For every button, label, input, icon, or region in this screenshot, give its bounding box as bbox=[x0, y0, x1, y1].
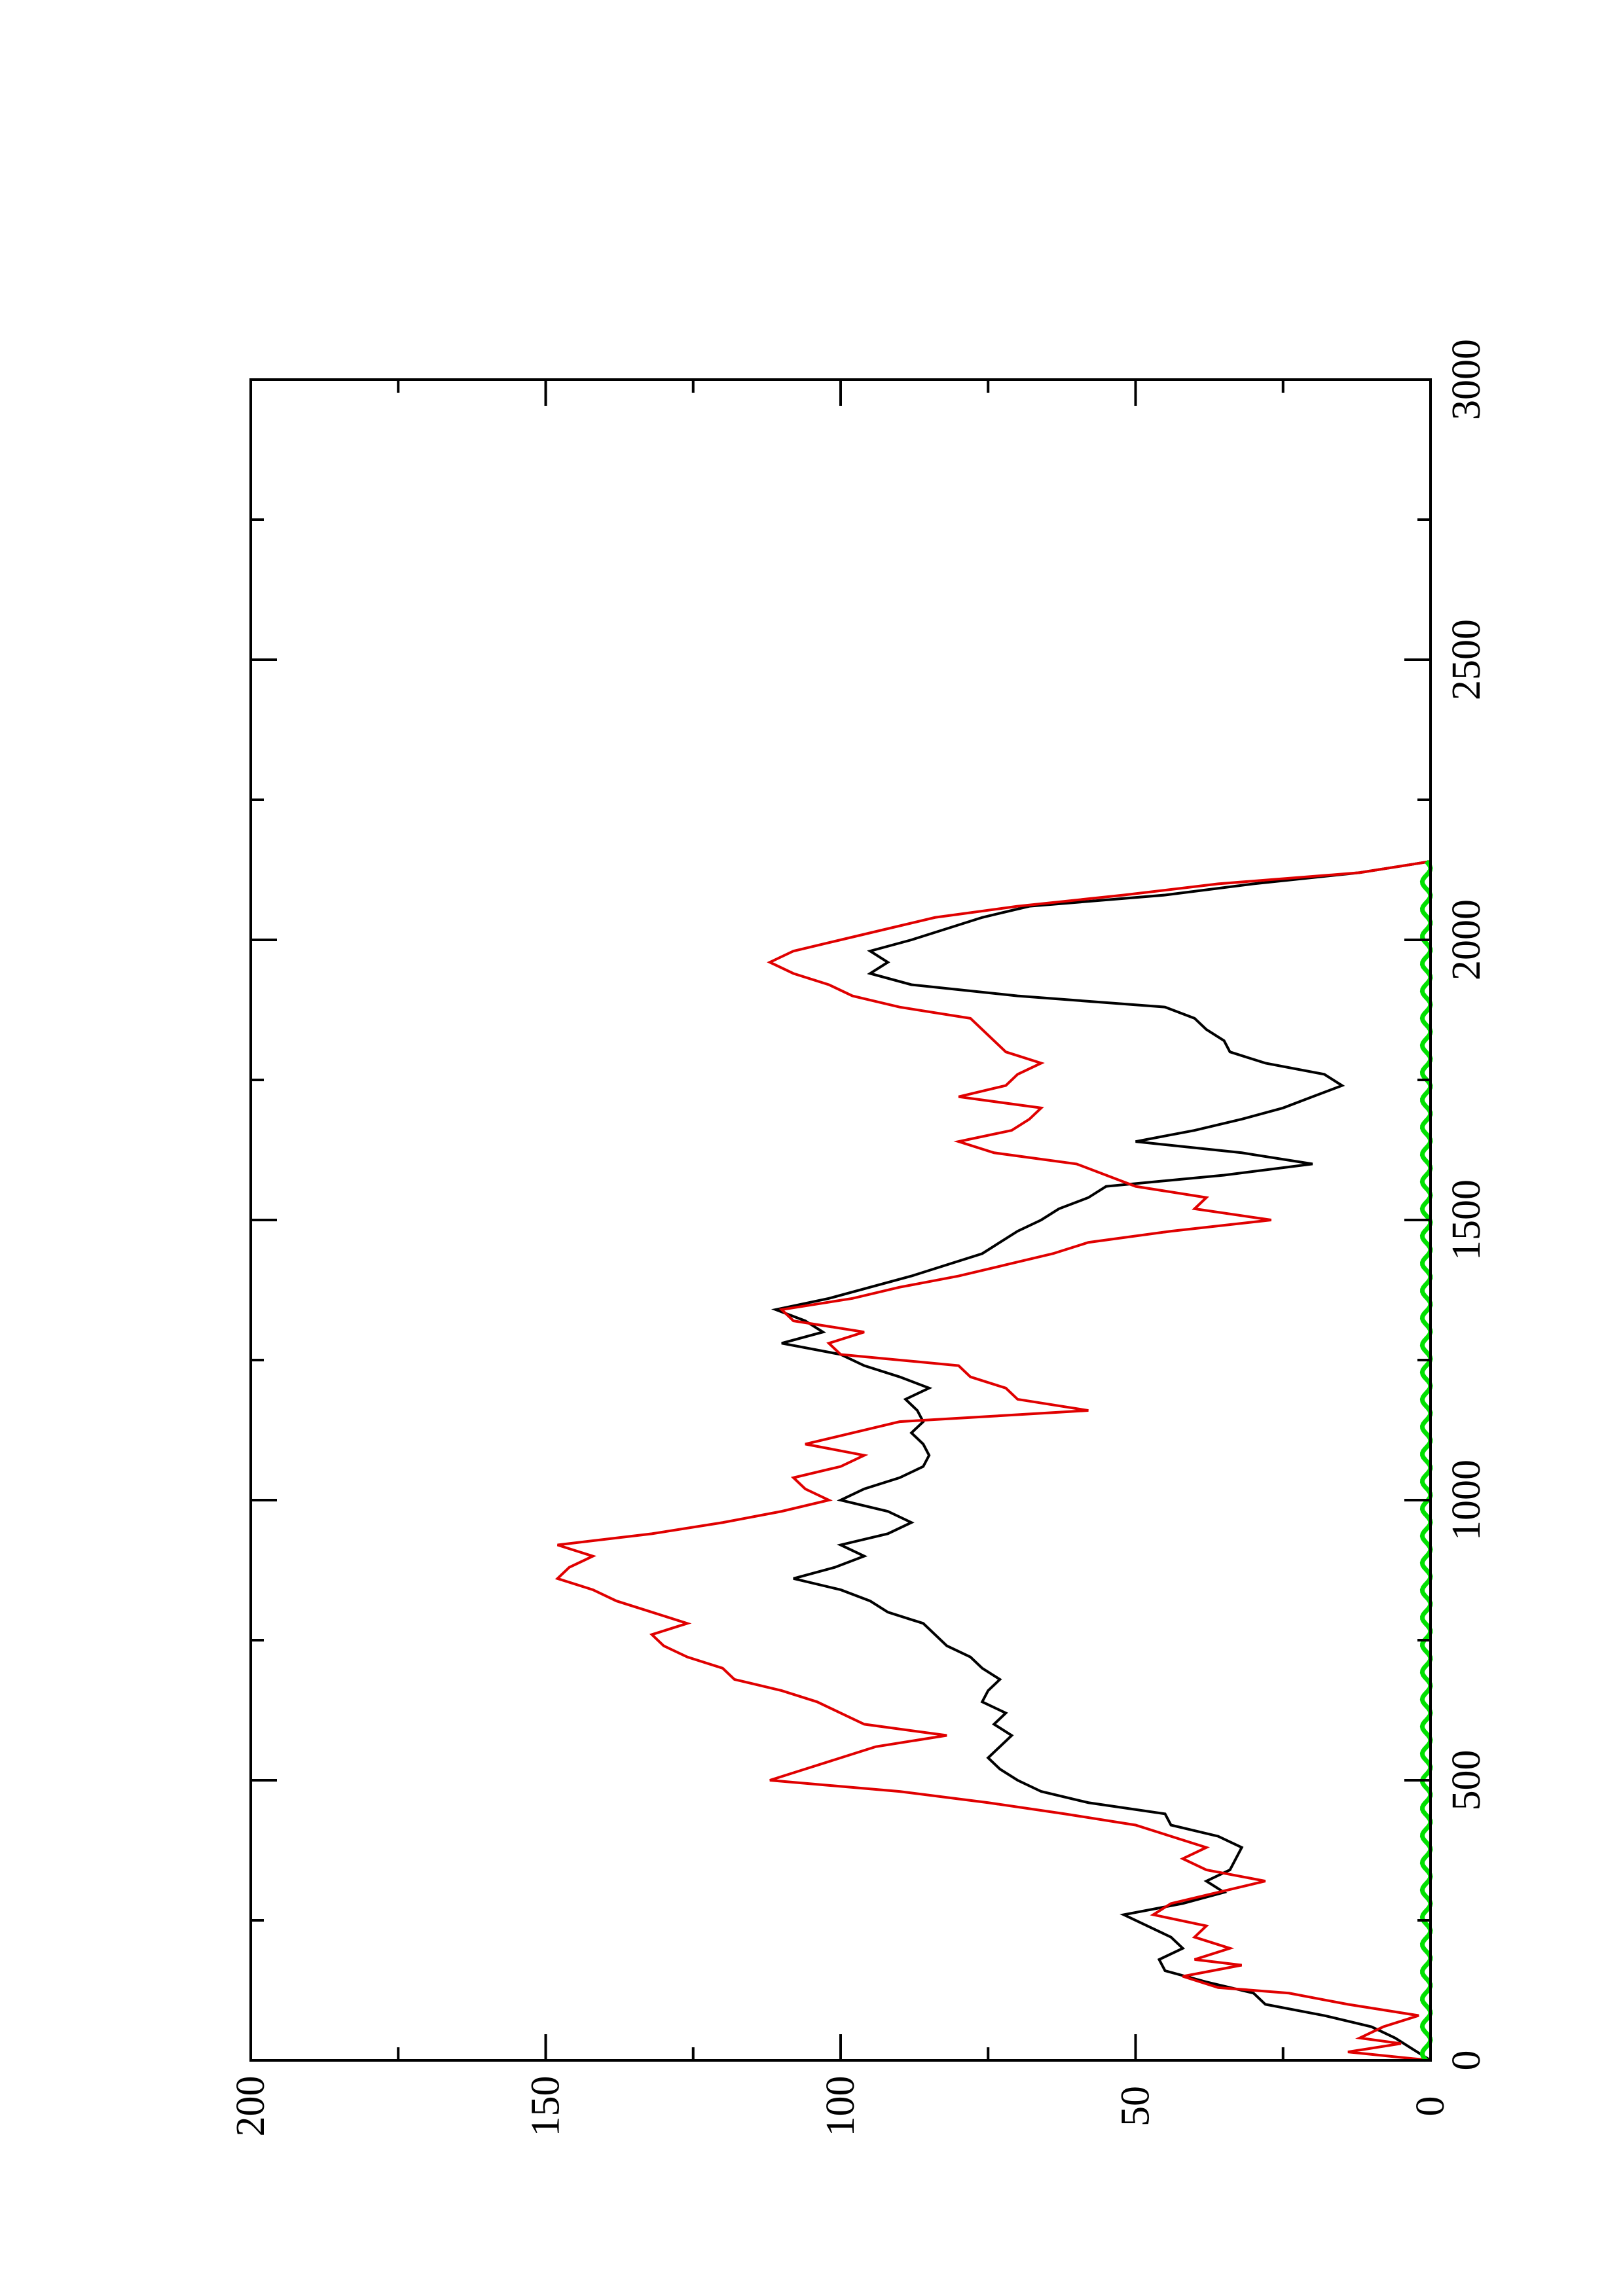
x-tick-label: 500 bbox=[1444, 1750, 1489, 1811]
y-tick-label: 200 bbox=[228, 2076, 273, 2137]
tick-marks bbox=[249, 378, 1432, 2062]
x-tick-label: 3000 bbox=[1444, 339, 1489, 420]
series-line-2 bbox=[555, 860, 1431, 2062]
y-tick-label: 150 bbox=[524, 2076, 568, 2137]
x-tick-label: 1500 bbox=[1444, 1179, 1489, 1261]
x-tick-label: 2500 bbox=[1444, 619, 1489, 700]
series-layer bbox=[555, 859, 1433, 2062]
tick-labels: 0 500 1000 1500 2000 2500 3000 0 50 100 150 200 bbox=[228, 339, 1489, 2137]
y-tick-label: 0 bbox=[1408, 2096, 1453, 2117]
x-tick-label: 2000 bbox=[1444, 899, 1489, 980]
plot-frame bbox=[249, 378, 1432, 2062]
y-tick-label: 100 bbox=[818, 2076, 863, 2137]
x-tick-label: 0 bbox=[1444, 2051, 1489, 2071]
series-line-1 bbox=[771, 860, 1432, 2062]
x-tick-label: 1000 bbox=[1444, 1460, 1489, 1541]
y-tick-label: 50 bbox=[1114, 2086, 1158, 2126]
